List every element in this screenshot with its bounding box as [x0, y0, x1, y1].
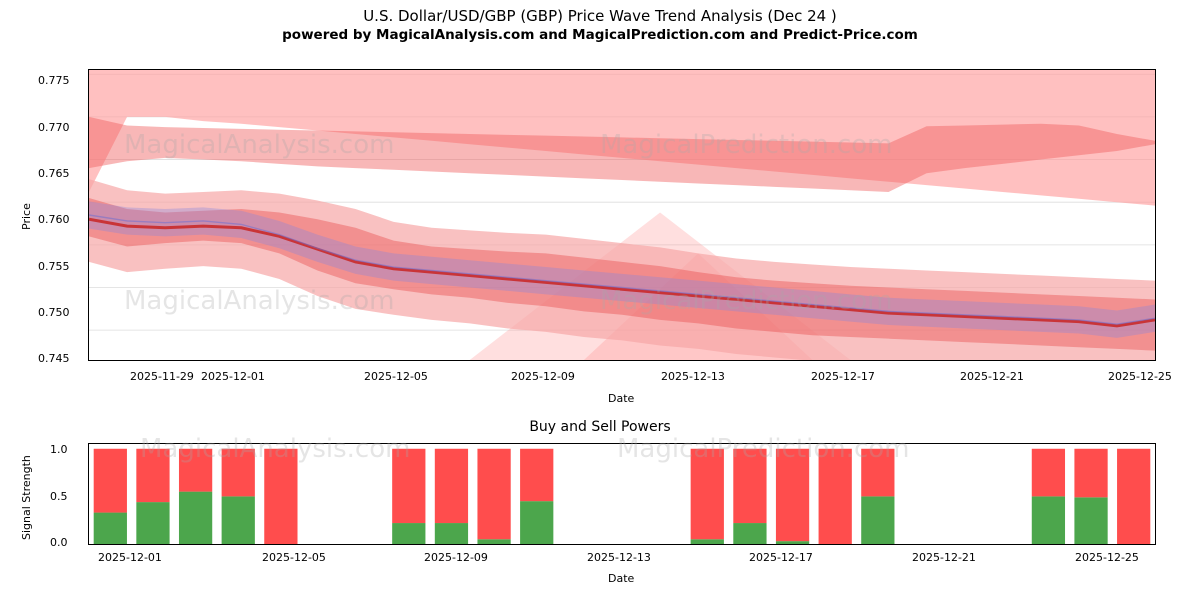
xtick5: 2025-12-13 [661, 370, 725, 383]
ytick-0755: 0.755 [38, 260, 70, 273]
xtick2: 2025-12-01 [201, 370, 265, 383]
b-xtick2: 2025-12-05 [262, 551, 326, 564]
ytick-0775: 0.775 [38, 74, 70, 87]
b-xtick5: 2025-12-17 [749, 551, 813, 564]
ytick-0770: 0.770 [38, 121, 70, 134]
xtick3: 2025-12-05 [364, 370, 428, 383]
xtick7: 2025-12-21 [960, 370, 1024, 383]
xaxis-label-price: Date [608, 392, 635, 405]
b-xtick7: 2025-12-25 [1075, 551, 1139, 564]
b-xtick6: 2025-12-21 [912, 551, 976, 564]
b-xtick3: 2025-12-09 [424, 551, 488, 564]
ytick-0745: 0.745 [38, 352, 70, 365]
b-xtick4: 2025-12-13 [587, 551, 651, 564]
ytick-0760: 0.760 [38, 213, 70, 226]
page-subtitle: powered by MagicalAnalysis.com and Magic… [282, 27, 918, 43]
price-wave-chart [88, 69, 1156, 361]
yaxis-label-price: Price [20, 203, 33, 230]
xtick8: 2025-12-25 [1108, 370, 1172, 383]
xaxis-label-signal: Date [608, 572, 635, 585]
b-ytick-10: 1.0 [50, 443, 68, 456]
b-xtick1: 2025-12-01 [98, 551, 162, 564]
ytick-0765: 0.765 [38, 167, 70, 180]
xtick1: 2025-11-29 [130, 370, 194, 383]
yaxis-label-signal: Signal Strength [20, 455, 33, 540]
xtick4: 2025-12-09 [511, 370, 575, 383]
page-title: U.S. Dollar/USD/GBP (GBP) Price Wave Tre… [363, 7, 837, 25]
buy-sell-powers-chart [88, 443, 1156, 545]
ytick-0750: 0.750 [38, 306, 70, 319]
xtick6: 2025-12-17 [811, 370, 875, 383]
b-ytick-00: 0.0 [50, 536, 68, 549]
title-block: U.S. Dollar/USD/GBP (GBP) Price Wave Tre… [0, 6, 1200, 45]
chart2-title: Buy and Sell Powers [529, 419, 671, 435]
b-ytick-05: 0.5 [50, 490, 68, 503]
